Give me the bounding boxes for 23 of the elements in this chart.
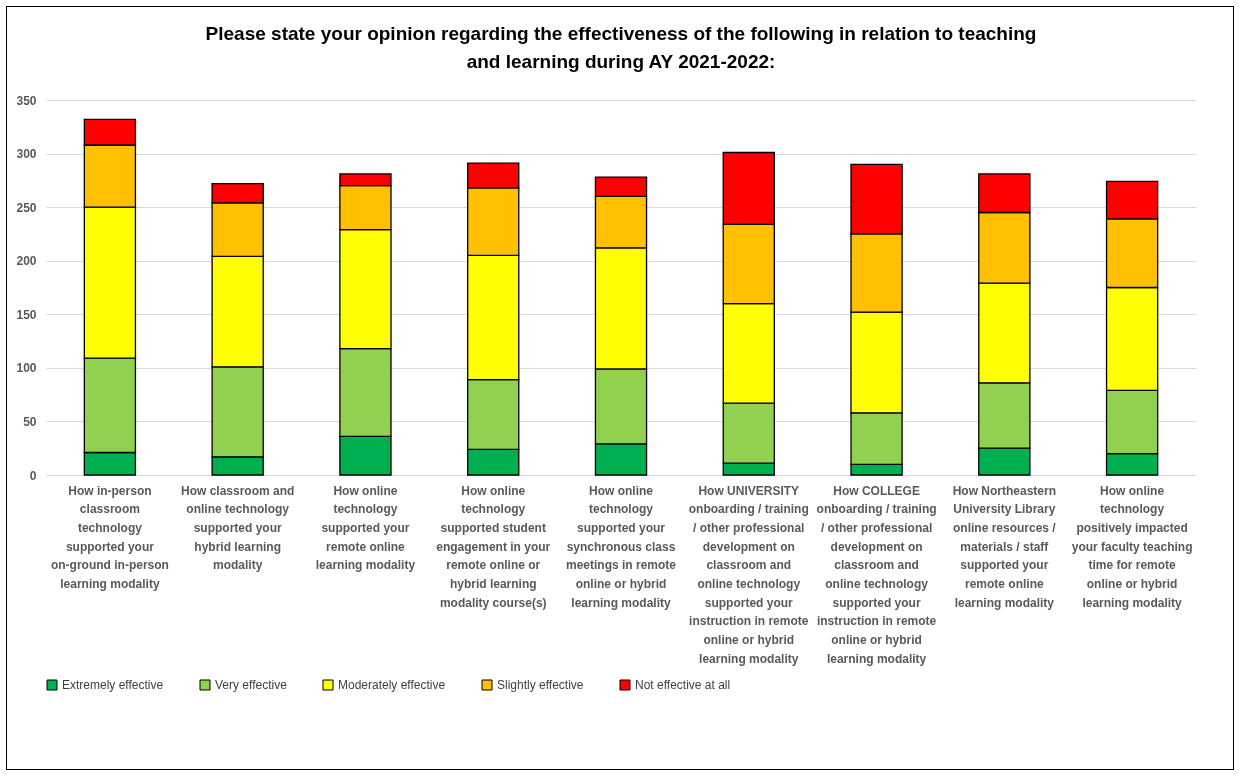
y-tick-label: 100	[16, 361, 37, 376]
chart-title: Please state your opinion regarding the effectiveness of the following in relation to teaching and learning during AY 2021-2022:	[205, 23, 1037, 72]
x-tick-label: How online technology supported your synchronous class meetings in remote online or hybrid learning modality	[565, 483, 677, 610]
y-tick-label: 350	[16, 93, 37, 108]
x-tick-label: How online technology supported your remote online learning modality	[315, 483, 416, 573]
y-tick-label: 50	[23, 414, 37, 429]
category-label: How COLLEGE onboarding / training / other professional development on classroom and online technology supported your instruction in remote online or hybrid learning modality	[816, 483, 937, 666]
category-label: How UNIVERSITY onboarding / training / other professional development on classroom and online technology supported your instruction in remote online or hybrid learning modality	[688, 483, 809, 666]
x-tick-label: How online technology supported student engagement in your remote online or hybrid learning modality course(s)	[436, 483, 551, 610]
legend-label: Slightly effective	[497, 678, 584, 692]
y-tick-label: 200	[16, 254, 37, 269]
x-tick-label: How classroom and online technology supported your hybrid learning modality	[180, 483, 295, 573]
x-tick-label: How Northeastern University Library online resources / materials / staff supported your remote online learning modality	[952, 483, 1057, 610]
legend-label: Extremely effective	[62, 678, 164, 692]
y-tick-label: 300	[16, 147, 37, 162]
y-tick-label: 250	[16, 200, 37, 215]
x-tick-label: How online technology positively impacted your faculty teaching time for remote online or hybrid learning modality	[1071, 483, 1193, 610]
x-tick-label: How in-person classroom technology supported your on-ground in-person learning modality	[50, 483, 169, 591]
y-tick-label: 0	[29, 468, 37, 483]
y-tick-label: 150	[16, 307, 37, 322]
legend-label: Moderately effective	[338, 678, 446, 692]
legend-label: Very effective	[215, 678, 288, 692]
legend-label: Not effective at all	[635, 678, 731, 692]
